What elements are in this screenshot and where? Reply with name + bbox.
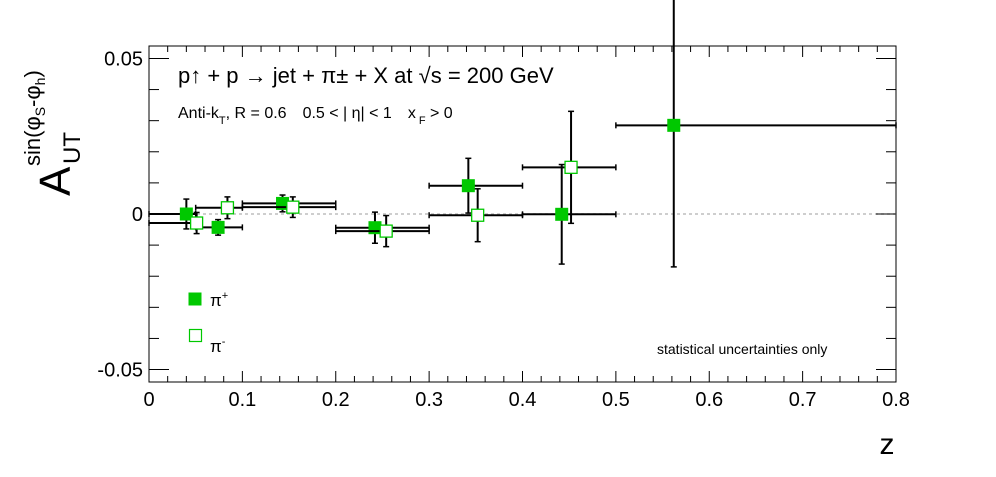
x-tick-label: 0.3: [415, 389, 443, 411]
marker-open-square: [379, 224, 393, 238]
marker-open-square: [564, 160, 578, 174]
legend-pi-minus-base: π: [210, 337, 222, 356]
data-point: [335, 214, 430, 248]
legend-label-pi-plus: π+: [210, 290, 228, 310]
marker-open-square: [286, 200, 300, 214]
legend-marker-pi-minus: [188, 328, 203, 343]
subtitle-algo: Anti-k: [178, 105, 220, 122]
data-points: [148, 0, 897, 268]
subtitle-algo-sub: T: [219, 115, 226, 127]
data-point: [521, 163, 617, 265]
data-point: [428, 188, 524, 243]
x-tick-label: 0.7: [789, 389, 817, 411]
x-tick-label: 0.1: [228, 389, 256, 411]
y-label-sup-s: S: [32, 107, 48, 116]
y-ticks: -0.05 0 0.05: [97, 48, 896, 382]
marker-filled-square: [461, 179, 475, 193]
x-tick-label: 0.4: [509, 389, 537, 411]
x-tick-label: 0.6: [695, 389, 723, 411]
marker-open-square: [471, 208, 485, 222]
y-axis-label: A UT sin(φS-φh): [20, 70, 86, 196]
subtitle-radius: , R = 0.6: [226, 105, 287, 122]
annotation-stat-uncertainties: statistical uncertainties only: [657, 341, 827, 357]
x-tick-label: 0.2: [322, 389, 350, 411]
y-label-sup-end: ): [20, 70, 45, 77]
y-label-base: A: [31, 166, 80, 196]
legend-pi-plus-sup: +: [222, 290, 228, 302]
legend-marker-pi-plus: [188, 292, 202, 306]
y-label-sup: sin(φS-φh): [20, 70, 48, 166]
x-ticks: 0 0.1 0.2 0.3 0.4 0.5 0.6 0.7 0.8: [143, 46, 910, 411]
y-label-sup-mid: -φ: [20, 85, 45, 107]
x-tick-label: 0.8: [882, 389, 910, 411]
x-tick-label: 0: [143, 389, 154, 411]
subtitle-xf-sub: F: [419, 115, 426, 127]
subtitle-xf: x: [408, 105, 416, 122]
chart-title: p↑ + p → jet + π± + X at √s = 200 GeV: [178, 63, 554, 88]
marker-filled-square: [179, 207, 193, 221]
legend: π+ π-: [188, 290, 228, 356]
data-point: [615, 0, 897, 268]
legend-pi-minus-sup: -: [222, 336, 226, 348]
y-tick-label: 0: [132, 204, 143, 226]
legend-label-pi-minus: π-: [210, 336, 226, 356]
y-tick-label: -0.05: [97, 360, 143, 382]
marker-filled-square: [555, 207, 569, 221]
data-point: [148, 211, 204, 235]
y-label-sub: UT: [59, 132, 86, 164]
marker-open-square: [220, 201, 235, 215]
series-pi-minus: [148, 110, 617, 248]
marker-filled-square: [667, 118, 681, 132]
y-label-sup-main: sin(φ: [20, 116, 45, 166]
series-pi-plus: [148, 0, 897, 268]
data-point: [194, 196, 244, 220]
data-point: [521, 110, 617, 225]
data-point: [148, 198, 197, 230]
y-label-sup-h: h: [32, 78, 48, 86]
marker-open-square: [189, 216, 204, 230]
y-tick-label: 0.05: [104, 48, 143, 70]
marker-filled-square: [211, 220, 225, 234]
x-tick-label: 0.5: [602, 389, 630, 411]
subtitle-eta: 0.5 < | η| < 1: [303, 105, 392, 122]
data-point: [428, 157, 524, 214]
subtitle-xf-rest: > 0: [426, 105, 453, 122]
legend-pi-plus-base: π: [210, 291, 222, 310]
data-point: [241, 196, 337, 219]
x-axis-label: z: [880, 428, 895, 461]
